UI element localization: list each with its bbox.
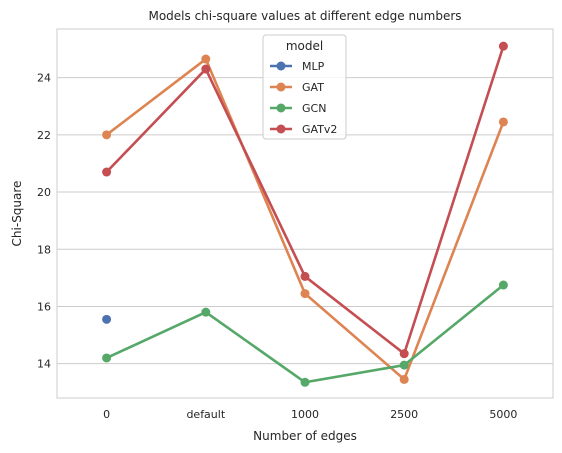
- data-point: [201, 307, 211, 317]
- legend-marker: [276, 124, 286, 134]
- y-tick-label: 14: [37, 358, 51, 371]
- legend-item-gat: GAT: [270, 81, 324, 94]
- series-gcn: [102, 280, 508, 387]
- series-gat: [102, 54, 508, 384]
- series-mlp: [102, 314, 112, 324]
- x-axis-title: Number of edges: [253, 429, 357, 443]
- legend-item-gcn: GCN: [270, 102, 326, 115]
- legend-title: model: [286, 39, 323, 53]
- y-tick-label: 22: [37, 129, 51, 142]
- data-point: [399, 349, 409, 359]
- data-point: [498, 280, 508, 290]
- data-point: [300, 377, 310, 387]
- legend-marker: [276, 82, 286, 92]
- data-point: [300, 289, 310, 299]
- y-tick-label: 16: [37, 300, 51, 313]
- data-point: [399, 374, 409, 384]
- data-point: [102, 353, 112, 363]
- data-point: [498, 117, 508, 127]
- y-axis-ticks: 14 16 18 20 22 24: [37, 72, 51, 371]
- x-tick-label: 2500: [390, 408, 418, 421]
- x-tick-label: 0: [103, 408, 110, 421]
- legend-label: GAT: [302, 81, 324, 94]
- data-point: [300, 271, 310, 281]
- x-tick-label: default: [186, 408, 225, 421]
- data-point: [102, 130, 112, 140]
- legend-item-gatv2: GATv2: [270, 123, 337, 136]
- y-tick-label: 20: [37, 186, 51, 199]
- data-point: [102, 314, 112, 324]
- chart-title: Models chi-square values at different ed…: [148, 9, 461, 23]
- legend-items: MLP GAT GCN GATv2: [270, 60, 337, 136]
- legend-label: MLP: [302, 60, 325, 73]
- legend-box: [262, 34, 347, 140]
- plot-frame: [56, 28, 554, 399]
- data-point: [102, 167, 112, 177]
- data-point: [201, 64, 211, 74]
- legend-label: GCN: [302, 102, 326, 115]
- x-axis-ticks: 0 default 1000 2500 5000: [103, 408, 517, 421]
- x-tick-label: 5000: [489, 408, 517, 421]
- legend-marker: [276, 61, 286, 71]
- y-tick-label: 24: [37, 72, 51, 85]
- y-tick-label: 18: [37, 243, 51, 256]
- data-point: [399, 360, 409, 370]
- legend-marker: [276, 103, 286, 113]
- legend: model MLP GAT GCN GATv2: [262, 34, 347, 140]
- legend-label: GATv2: [302, 123, 337, 136]
- data-point: [498, 41, 508, 51]
- x-tick-label: 1000: [291, 408, 319, 421]
- data-point: [201, 54, 211, 64]
- y-axis-title: Chi-Square: [10, 181, 24, 247]
- series-gatv2: [102, 41, 508, 359]
- legend-item-mlp: MLP: [270, 60, 325, 73]
- series-layer: [102, 41, 508, 387]
